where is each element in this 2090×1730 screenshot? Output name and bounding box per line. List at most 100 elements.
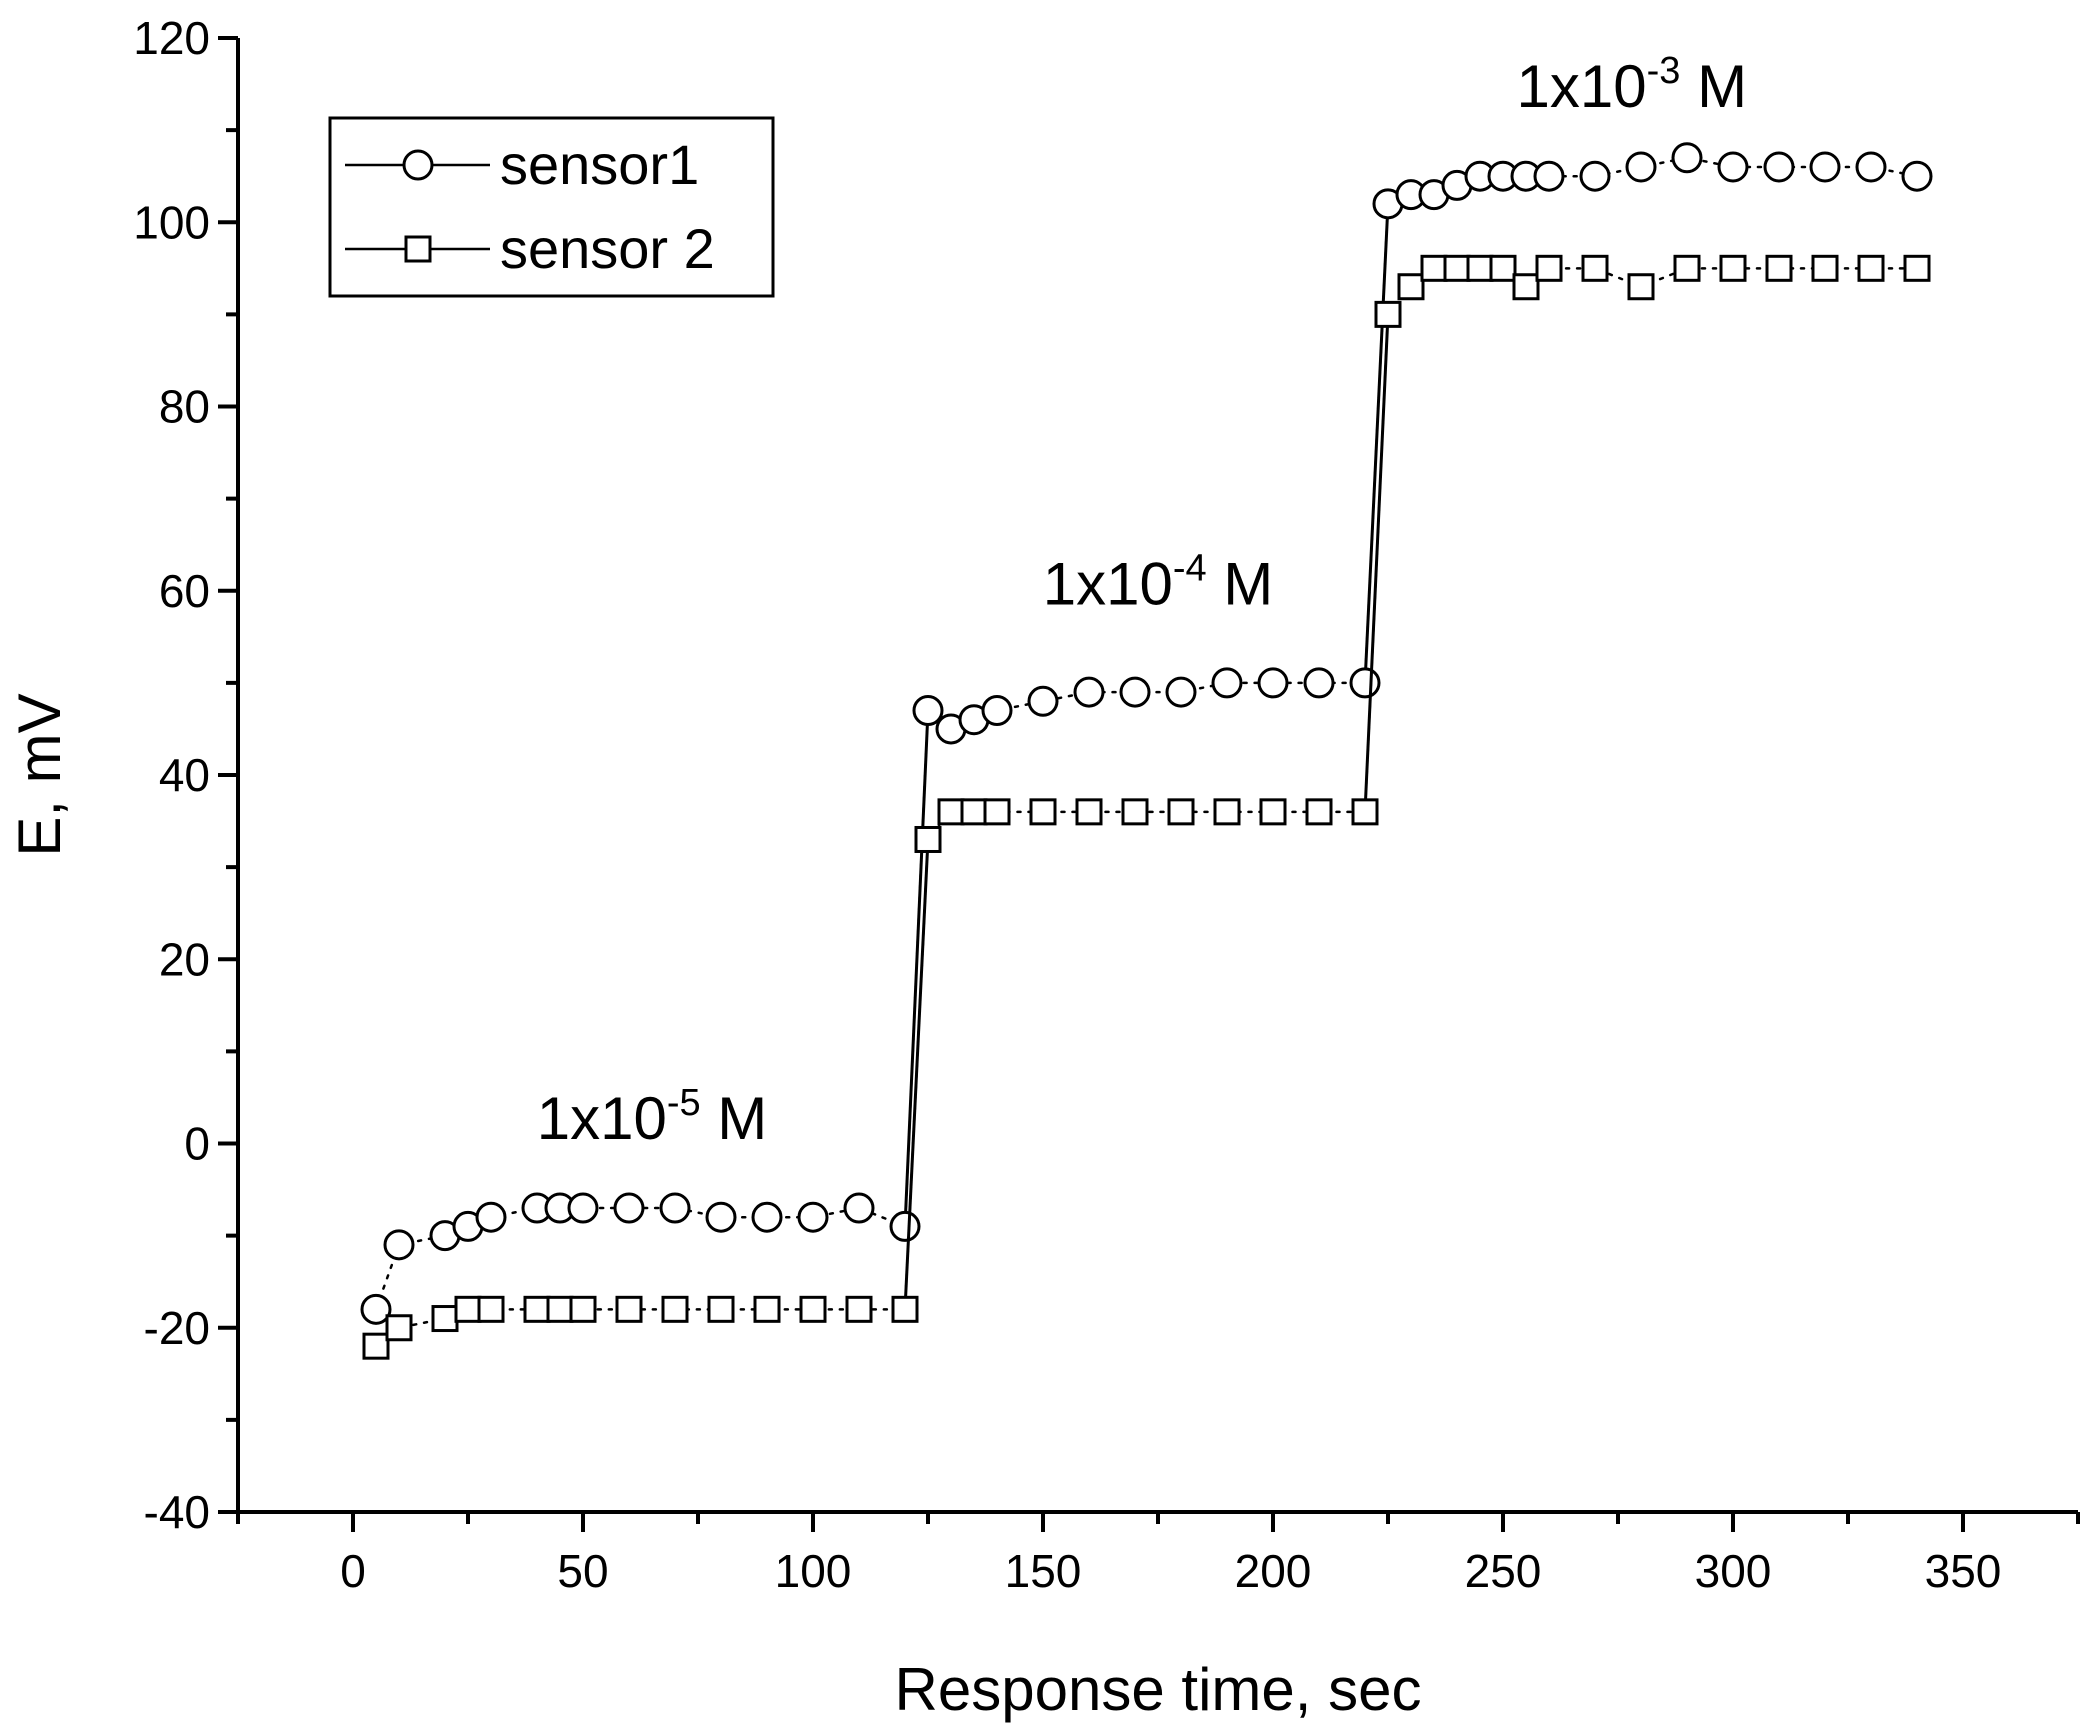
data-point — [1075, 798, 1103, 826]
data-point — [360, 1293, 392, 1325]
data-point — [661, 1295, 689, 1323]
data-point — [1466, 254, 1494, 282]
data-point — [431, 1305, 459, 1333]
data-point — [1165, 676, 1197, 708]
axes: 0 50 100 150 200 250 300 350 -40 -20 0 20 40 60 80 100 1… — [133, 12, 2080, 1597]
data-point — [705, 1201, 737, 1233]
legend-item-1: sensor1 — [345, 133, 699, 196]
x-tick-label: 350 — [1925, 1545, 2002, 1597]
series-step-line — [903, 710, 930, 1227]
y-tick-label: 0 — [184, 1118, 210, 1170]
y-tick-label: -40 — [144, 1486, 210, 1538]
data-point — [753, 1295, 781, 1323]
y-tick-label: 20 — [159, 933, 210, 985]
data-point — [843, 1192, 875, 1224]
x-tick-label: 200 — [1235, 1545, 1312, 1597]
legend-item-2: sensor 2 — [345, 217, 715, 280]
legend-marker — [402, 149, 434, 181]
series-step-line — [1363, 203, 1390, 683]
data-point — [1533, 160, 1565, 192]
series-layer — [360, 142, 1933, 1360]
data-point — [1625, 151, 1657, 183]
data-point — [523, 1295, 551, 1323]
data-point — [983, 798, 1011, 826]
data-point — [1579, 160, 1611, 192]
data-point — [1027, 685, 1059, 717]
data-point — [1901, 160, 1933, 192]
series-1 — [360, 142, 1933, 1325]
data-point — [937, 798, 965, 826]
data-point — [1443, 254, 1471, 282]
data-point — [475, 1201, 507, 1233]
data-point — [1857, 254, 1885, 282]
data-point — [799, 1295, 827, 1323]
data-point — [1351, 798, 1379, 826]
concentration-label: 1x10-3 M — [1517, 50, 1748, 120]
y-tick-label: 80 — [159, 381, 210, 433]
data-point — [845, 1295, 873, 1323]
data-point — [1627, 273, 1655, 301]
data-point — [1119, 676, 1151, 708]
data-point — [1673, 254, 1701, 282]
x-tick-label: 50 — [557, 1545, 608, 1597]
x-tick-label: 100 — [775, 1545, 852, 1597]
legend-label: sensor1 — [500, 133, 699, 196]
y-tick-label: 120 — [133, 12, 210, 64]
data-point — [707, 1295, 735, 1323]
x-tick-label: 300 — [1695, 1545, 1772, 1597]
data-point — [659, 1192, 691, 1224]
data-point — [1213, 798, 1241, 826]
data-point — [1903, 254, 1931, 282]
y-axis-title: E, mV — [6, 693, 73, 856]
data-point — [1535, 254, 1563, 282]
data-point — [613, 1192, 645, 1224]
series-step-line — [903, 839, 930, 1310]
data-point — [751, 1201, 783, 1233]
data-point — [1811, 254, 1839, 282]
data-point — [1257, 667, 1289, 699]
series-step-line — [1363, 314, 1390, 812]
data-point — [454, 1295, 482, 1323]
data-point — [546, 1295, 574, 1323]
y-tick-label: 40 — [159, 749, 210, 801]
data-point — [1489, 254, 1517, 282]
y-tick-label: -20 — [144, 1302, 210, 1354]
data-point — [960, 798, 988, 826]
data-point — [1374, 300, 1402, 328]
annotations: 1x10-5 M 1x10-4 M 1x10-3 M — [537, 50, 1747, 1152]
data-point — [981, 695, 1013, 727]
data-point — [914, 825, 942, 853]
series-2 — [362, 254, 1931, 1360]
data-point — [1211, 667, 1243, 699]
y-tick-label: 60 — [159, 565, 210, 617]
data-point — [891, 1295, 919, 1323]
y-tick-label: 100 — [133, 196, 210, 248]
data-point — [477, 1295, 505, 1323]
data-point — [1581, 254, 1609, 282]
data-point — [1512, 273, 1540, 301]
data-point — [1349, 667, 1381, 699]
x-tick-label: 250 — [1465, 1545, 1542, 1597]
legend-marker — [404, 235, 432, 263]
concentration-label: 1x10-4 M — [1043, 548, 1274, 618]
data-point — [567, 1192, 599, 1224]
data-point — [1763, 151, 1795, 183]
data-point — [1855, 151, 1887, 183]
data-point — [615, 1295, 643, 1323]
data-point — [1305, 798, 1333, 826]
data-point — [1719, 254, 1747, 282]
data-point — [1671, 142, 1703, 174]
data-point — [1397, 273, 1425, 301]
legend-box — [328, 116, 775, 298]
data-point — [1073, 676, 1105, 708]
x-tick-label: 0 — [340, 1545, 366, 1597]
data-point — [362, 1332, 390, 1360]
concentration-label: 1x10-5 M — [537, 1082, 768, 1152]
data-point — [1029, 798, 1057, 826]
data-point — [385, 1314, 413, 1342]
data-point — [1121, 798, 1149, 826]
legend-label: sensor 2 — [500, 217, 715, 280]
data-point — [797, 1201, 829, 1233]
data-point — [1420, 254, 1448, 282]
